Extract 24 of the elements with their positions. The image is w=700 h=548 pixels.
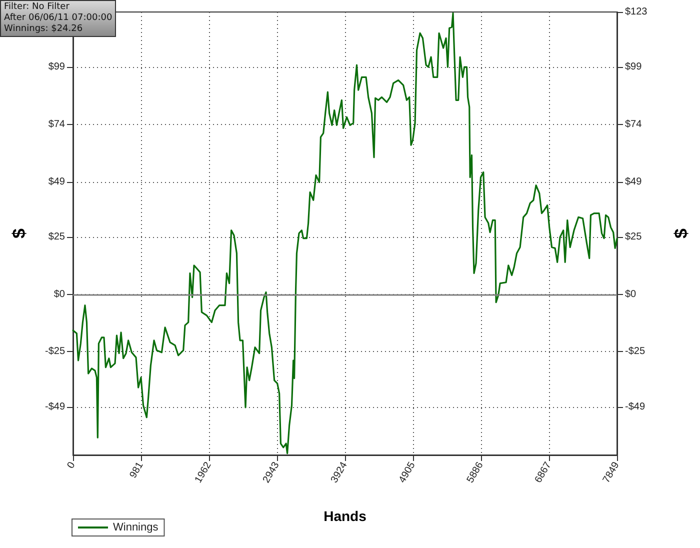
y-tick-label: -$49: [44, 401, 66, 412]
x-tick-label: 0: [65, 460, 78, 471]
legend-label: Winnings: [113, 522, 159, 534]
x-axis-title: Hands: [324, 508, 367, 524]
y2-tick-label: $123: [625, 6, 648, 18]
y2-tick-label: $74: [625, 118, 642, 130]
annotation: Winnings: $24.26: [4, 24, 84, 35]
y2-tick-label: -$25: [625, 346, 646, 358]
text: Filter: No Filter: [4, 2, 70, 13]
y-axis-title: $: [9, 228, 29, 239]
y-tick-label: $99: [48, 62, 66, 73]
y2-tick-label: -$49: [625, 401, 646, 412]
y2-tick-label: $49: [625, 176, 642, 188]
y2-axis-title: $: [671, 228, 691, 239]
y-tick-label: $49: [48, 176, 66, 188]
y-tick-label: -$25: [44, 346, 66, 358]
y2-tick-label: $99: [625, 62, 642, 73]
y-tick-label: $0: [54, 288, 66, 300]
y-tick-label: $25: [48, 231, 66, 242]
y2-tick-label: $0: [625, 288, 637, 300]
x-tick-label: 981: [128, 460, 146, 480]
y-tick-label: $74: [48, 118, 66, 130]
annotation: After 06/06/11 07:00:00: [4, 13, 112, 24]
y2-tick-label: $25: [625, 231, 642, 242]
